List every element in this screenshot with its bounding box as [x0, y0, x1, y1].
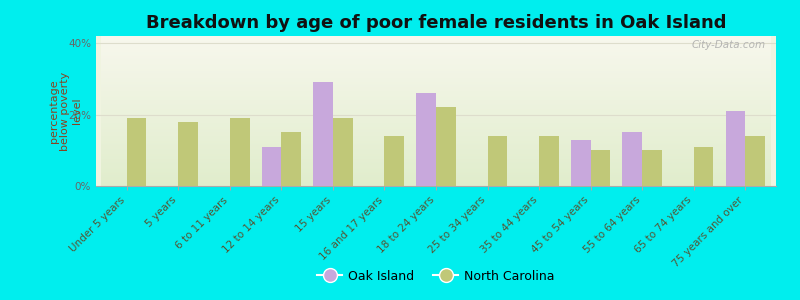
Bar: [726, 111, 745, 186]
Bar: [127, 118, 146, 186]
Bar: [282, 132, 301, 186]
Bar: [694, 147, 713, 186]
Y-axis label: percentage
below poverty
level: percentage below poverty level: [49, 71, 82, 151]
Bar: [487, 136, 507, 186]
Bar: [436, 107, 455, 186]
Bar: [571, 140, 590, 186]
Bar: [178, 122, 198, 186]
Bar: [745, 136, 765, 186]
Bar: [417, 93, 436, 186]
Title: Breakdown by age of poor female residents in Oak Island: Breakdown by age of poor female resident…: [146, 14, 726, 32]
Bar: [385, 136, 404, 186]
Bar: [590, 150, 610, 186]
Bar: [314, 82, 333, 186]
Text: City-Data.com: City-Data.com: [692, 40, 766, 50]
Bar: [333, 118, 353, 186]
Bar: [262, 147, 282, 186]
Legend: Oak Island, North Carolina: Oak Island, North Carolina: [312, 265, 560, 288]
Bar: [622, 132, 642, 186]
Bar: [230, 118, 250, 186]
Bar: [539, 136, 558, 186]
Bar: [642, 150, 662, 186]
